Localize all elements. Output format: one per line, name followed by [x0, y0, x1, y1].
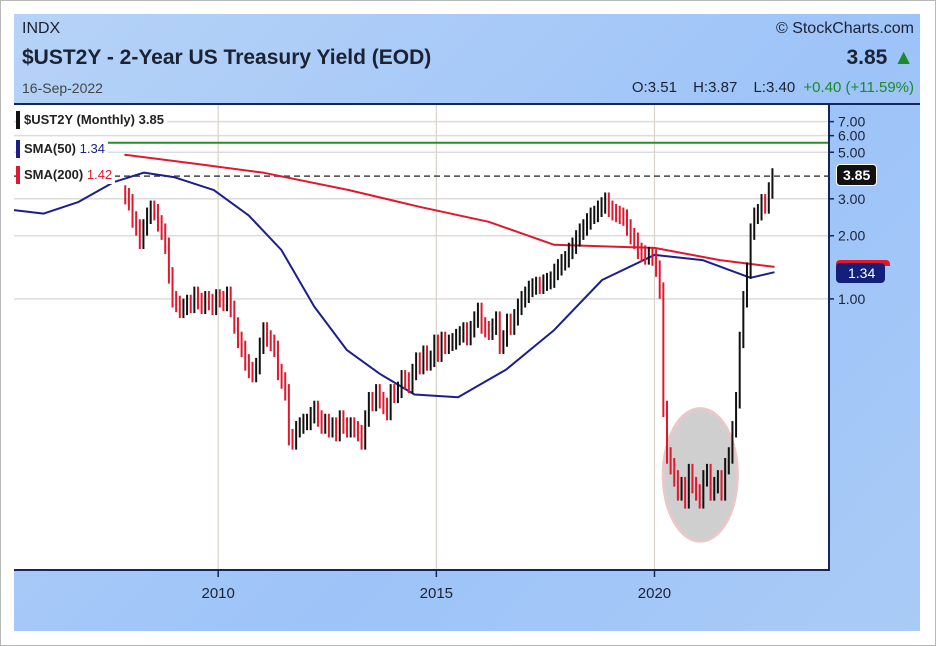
chart-title: $UST2Y - 2-Year US Treasury Yield (EOD) — [22, 46, 432, 69]
legend-label: $UST2Y (Monthly) — [24, 112, 135, 127]
open-label: O: — [631, 79, 648, 96]
x-tick-label: 2010 — [201, 585, 234, 602]
legend-price: $UST2Y (Monthly) 3.85 — [16, 111, 167, 129]
legend-value: 1.34 — [79, 141, 105, 156]
legend-marker-sma200 — [16, 166, 20, 184]
high-value: 3.87 — [708, 79, 738, 96]
y-tick-label: 5.00 — [838, 144, 865, 160]
high-label: H: — [693, 79, 709, 96]
exchange-label: INDX — [22, 20, 61, 37]
y-tick-label: 7.00 — [838, 114, 865, 130]
copyright: © StockCharts.com — [775, 20, 914, 37]
legend-sma50: SMA(50) 1.34 — [16, 140, 108, 158]
price-tag-sma50: 1.34 — [836, 263, 886, 283]
triangle-up-icon: ▲ — [893, 46, 914, 69]
x-tick-label: 2020 — [638, 585, 671, 602]
low-label: L: — [753, 79, 766, 96]
legend-label: SMA(200) — [24, 167, 84, 182]
legend-marker-price — [16, 111, 20, 129]
ohlc-readout: O:3.51 H:3.87 L:3.40 +0.40 (+11.59%) — [632, 79, 914, 96]
price-tag-last: 3.85 — [836, 164, 878, 186]
legend-value: 3.85 — [138, 112, 164, 127]
y-tick-label: 2.00 — [838, 228, 865, 244]
last-price-value: 3.85 — [846, 46, 888, 69]
legend-marker-sma50 — [16, 140, 20, 158]
sma200-line — [124, 153, 775, 268]
last-price: 3.85 ▲ — [846, 46, 914, 70]
legend-value: 1.42 — [86, 167, 113, 182]
y-tick-label: 3.00 — [838, 191, 865, 207]
y-tick-label: 1.00 — [838, 291, 865, 307]
x-tick-label: 2015 — [420, 585, 453, 602]
legend-sma200: SMA(200) 1.42 — [16, 166, 116, 184]
change-value: +0.40 (+11.59%) — [803, 79, 914, 96]
y-tick-label: 6.00 — [838, 128, 865, 144]
chart-date: 16-Sep-2022 — [22, 80, 103, 96]
low-value: 3.40 — [765, 79, 796, 96]
highlight-circle — [661, 407, 739, 543]
sma50-line — [13, 171, 775, 399]
legend-label: SMA(50) — [24, 141, 77, 156]
open-value: 3.51 — [647, 79, 677, 96]
